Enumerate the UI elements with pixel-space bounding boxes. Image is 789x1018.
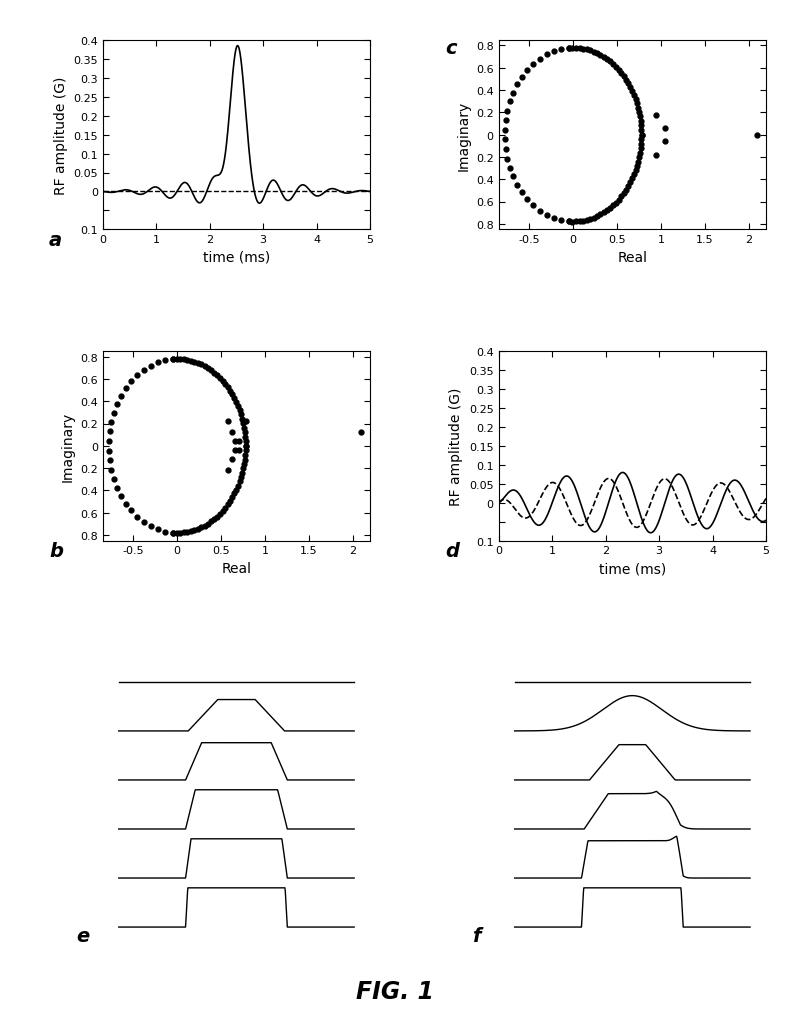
Y-axis label: RF amplitude (G): RF amplitude (G) xyxy=(54,76,67,194)
Text: b: b xyxy=(49,542,63,560)
Text: f: f xyxy=(471,926,480,945)
Text: d: d xyxy=(445,542,458,560)
X-axis label: time (ms): time (ms) xyxy=(203,250,270,265)
X-axis label: Real: Real xyxy=(617,250,647,265)
X-axis label: time (ms): time (ms) xyxy=(598,562,665,575)
Text: c: c xyxy=(445,39,456,58)
Y-axis label: Imaginary: Imaginary xyxy=(61,411,74,482)
X-axis label: Real: Real xyxy=(221,562,251,575)
Y-axis label: Imaginary: Imaginary xyxy=(456,101,470,171)
Text: a: a xyxy=(49,230,62,249)
Y-axis label: RF amplitude (G): RF amplitude (G) xyxy=(449,387,463,506)
Text: e: e xyxy=(76,926,89,945)
Text: FIG. 1: FIG. 1 xyxy=(356,978,433,1003)
